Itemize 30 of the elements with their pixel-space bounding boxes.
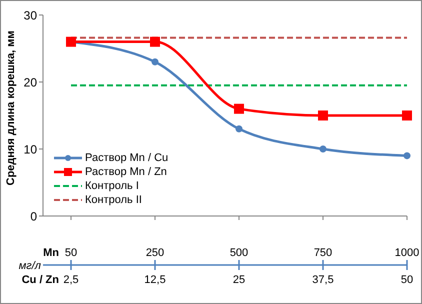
text: мг/л [18, 260, 41, 272]
point [150, 36, 160, 47]
point [404, 152, 410, 160]
annotation: 2,5 [63, 274, 79, 286]
point [402, 110, 412, 120]
x-tick-label: 750 [314, 247, 332, 259]
y-tick-label: 30 [24, 8, 38, 22]
annotation: 37,5 [312, 274, 334, 286]
annotation: 50 [400, 274, 414, 286]
y-tick-label: 10 [24, 142, 38, 156]
point [152, 58, 158, 66]
point [320, 146, 326, 152]
y-tick-label: 20 [24, 75, 38, 90]
point [236, 125, 242, 132]
x-tick-label: 1000 [394, 247, 420, 259]
legend-label: Контроль I [85, 180, 139, 192]
y-axis-title: Средняя длина корешка, мм [4, 30, 17, 186]
annotation: 25 [232, 274, 246, 286]
point [318, 110, 328, 120]
annotation: 12,5 [144, 274, 166, 286]
x-tick-label: 250 [146, 247, 164, 259]
point [234, 104, 244, 114]
text: Cu / Zn [22, 274, 60, 286]
legend-label: Раствор Mn / Cu [85, 152, 168, 164]
y-tick-label: 0 [30, 209, 38, 224]
x-axis-title: Mn [43, 247, 60, 259]
legend-label: Контроль II [85, 194, 142, 206]
legend-label: Раствор Mn / Zn [85, 166, 167, 178]
x-tick-label: 500 [230, 247, 248, 259]
x-tick-label: 50 [64, 247, 78, 259]
